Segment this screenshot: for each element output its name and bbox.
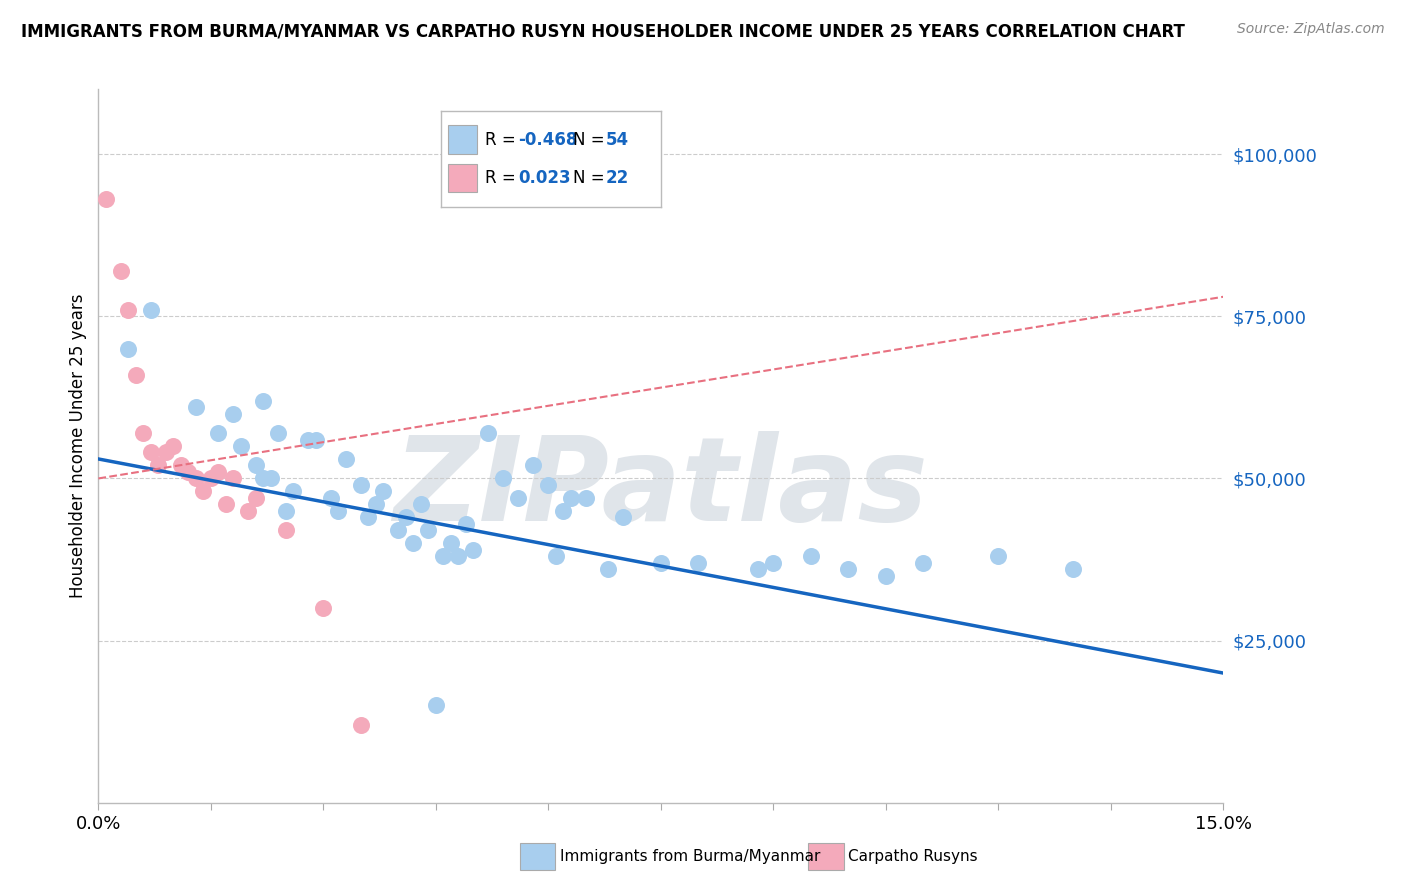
Point: [575, 491, 598, 505]
Text: Source: ZipAtlas.com: Source: ZipAtlas.com: [1237, 22, 1385, 37]
Point: [200, 471, 222, 485]
Point: [139, 302, 162, 317]
Point: [477, 425, 499, 440]
Point: [193, 484, 215, 499]
Point: [747, 562, 769, 576]
Point: [328, 504, 350, 518]
Point: [215, 497, 238, 511]
Point: [274, 524, 297, 538]
Point: [387, 524, 409, 538]
Point: [544, 549, 567, 564]
Point: [350, 478, 373, 492]
Point: [837, 562, 859, 576]
Point: [364, 497, 387, 511]
Point: [553, 504, 575, 518]
Point: [688, 556, 710, 570]
Point: [305, 433, 328, 447]
Text: ZIPatlas: ZIPatlas: [394, 432, 928, 546]
Point: [238, 504, 260, 518]
Point: [139, 445, 162, 459]
Point: [222, 471, 245, 485]
Point: [312, 601, 335, 615]
Point: [492, 471, 515, 485]
Point: [319, 491, 342, 505]
Point: [148, 458, 170, 473]
Point: [912, 556, 935, 570]
Point: [170, 458, 193, 473]
Point: [222, 407, 245, 421]
Point: [274, 504, 297, 518]
Point: [229, 439, 252, 453]
Point: [373, 484, 395, 499]
Point: [560, 491, 582, 505]
Text: Immigrants from Burma/Myanmar: Immigrants from Burma/Myanmar: [560, 849, 820, 863]
Point: [409, 497, 432, 511]
Point: [283, 484, 305, 499]
Point: [125, 368, 148, 382]
Text: Carpatho Rusyns: Carpatho Rusyns: [848, 849, 977, 863]
Point: [463, 542, 485, 557]
Point: [987, 549, 1010, 564]
Point: [260, 471, 283, 485]
Point: [245, 491, 267, 505]
Point: [800, 549, 823, 564]
Point: [875, 568, 897, 582]
Point: [117, 302, 139, 317]
Point: [650, 556, 672, 570]
Point: [1062, 562, 1084, 576]
Point: [598, 562, 620, 576]
Point: [252, 471, 274, 485]
Point: [350, 718, 373, 732]
Point: [207, 425, 229, 440]
Point: [184, 471, 207, 485]
Point: [245, 458, 267, 473]
Point: [335, 452, 357, 467]
Point: [762, 556, 785, 570]
Point: [508, 491, 530, 505]
Point: [207, 465, 229, 479]
Text: IMMIGRANTS FROM BURMA/MYANMAR VS CARPATHO RUSYN HOUSEHOLDER INCOME UNDER 25 YEAR: IMMIGRANTS FROM BURMA/MYANMAR VS CARPATH…: [21, 22, 1185, 40]
Point: [184, 400, 207, 414]
Point: [522, 458, 544, 473]
Point: [162, 439, 184, 453]
Point: [297, 433, 319, 447]
Point: [537, 478, 560, 492]
Point: [440, 536, 463, 550]
Point: [252, 393, 274, 408]
Point: [432, 549, 454, 564]
Point: [132, 425, 155, 440]
Point: [395, 510, 418, 524]
Point: [110, 264, 132, 278]
Point: [418, 524, 440, 538]
Point: [155, 445, 177, 459]
Point: [267, 425, 290, 440]
Point: [425, 698, 447, 713]
Y-axis label: Householder Income Under 25 years: Householder Income Under 25 years: [69, 293, 87, 599]
Point: [454, 516, 477, 531]
Point: [612, 510, 634, 524]
Point: [402, 536, 425, 550]
Point: [117, 342, 139, 356]
Point: [94, 193, 117, 207]
Point: [447, 549, 470, 564]
Point: [357, 510, 380, 524]
Point: [177, 465, 200, 479]
